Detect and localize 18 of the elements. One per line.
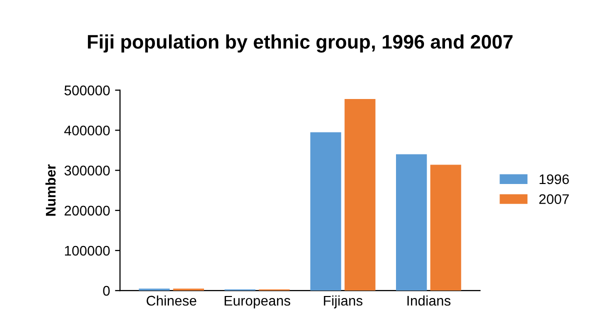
y-tick-label: 0	[103, 286, 110, 296]
x-tick-label: Europeans	[224, 296, 290, 308]
legend-label: 2007	[539, 194, 569, 204]
bar	[396, 154, 427, 291]
y-tick-label: 100000	[64, 246, 110, 256]
y-tick-label: 500000	[64, 86, 110, 96]
x-tick-label: Chinese	[146, 295, 196, 306]
bar	[430, 164, 462, 291]
bar	[344, 99, 376, 291]
bar	[310, 132, 342, 291]
x-tick-label: Indians	[407, 295, 450, 306]
y-tick-label: 300000	[64, 166, 110, 176]
chart-title: Fiji population by ethnic group, 1996 and 2007	[88, 34, 513, 53]
y-tick-label: 200000	[64, 206, 110, 216]
y-axis-title: Number	[45, 164, 56, 216]
legend-label: 1996	[540, 174, 569, 184]
x-tick-label: Fijians	[324, 295, 362, 308]
y-tick-label: 400000	[64, 126, 110, 136]
